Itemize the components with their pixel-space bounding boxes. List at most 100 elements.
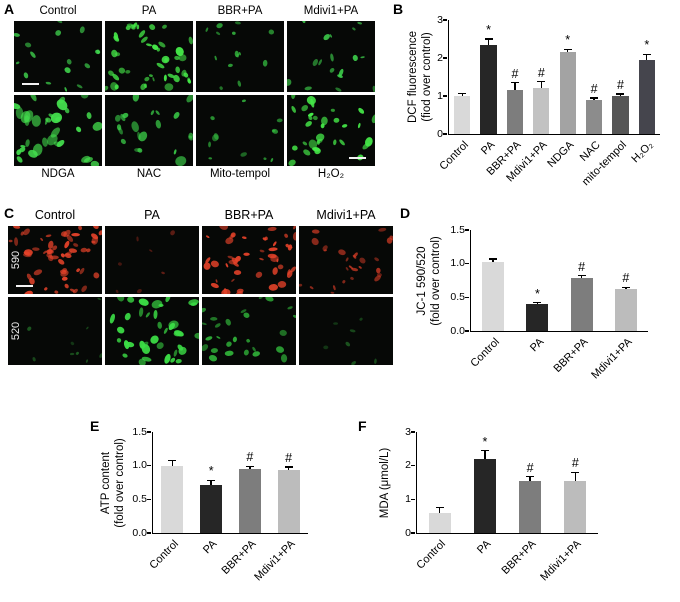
jc1-chart-plot-area: 0.0 0.5 1.0 1.5 * # # — [450, 224, 648, 337]
bar-BBR+PA — [506, 90, 524, 134]
error-bar-cap — [616, 93, 625, 95]
fluorescence-cells — [105, 22, 193, 91]
y-tick-label: 3 — [437, 13, 443, 26]
panel-a-col-label-ndga: NDGA — [41, 168, 75, 180]
y-tick-label: 1 — [437, 89, 443, 102]
error-bar-cap — [284, 466, 293, 468]
panel-c-col-label-mdivi1-pa: Mdivi1+PA — [316, 208, 376, 222]
fluorescence-cells — [27, 297, 102, 363]
mda-chart: MDA (μmol/L) 0 1 2 3 * # # Control PA BBR+PA Mdiv… — [372, 424, 612, 600]
y-axis-label-line: (fold over control) — [114, 438, 126, 528]
dcf-chart-x-axis-labels: Control PA BBR+PA Mdivi1+PA NDGA NAC mito-temp… — [437, 136, 660, 202]
bar-PA — [200, 484, 223, 533]
x-axis-category-label: H₂O₂ — [629, 139, 656, 166]
micrograph-520-pa — [105, 297, 199, 365]
error-bar-cap — [435, 507, 444, 509]
y-tick-label: 1.5 — [132, 425, 147, 438]
significance-marker: # — [616, 78, 624, 93]
y-tick-label: 0 — [405, 526, 411, 539]
atp-chart-x-axis-labels: Control PA BBR+PA Mdivi1+PA — [147, 535, 308, 599]
bar-Mdivi1+PA — [277, 470, 300, 533]
mda-chart-x-axis-labels: Control PA BBR+PA Mdivi1+PA — [414, 535, 598, 599]
micrograph-control — [14, 21, 102, 92]
bar-NDGA — [559, 52, 576, 134]
fluorescence-cells — [14, 21, 101, 92]
x-axis-category-label: BBR+PA — [219, 538, 259, 577]
significance-marker: * — [208, 464, 214, 479]
micrograph-pa — [105, 21, 193, 92]
error-bar-cap — [484, 38, 493, 40]
y-tick-label: 1.0 — [132, 459, 147, 472]
micrograph-mdivi1-pa — [287, 21, 375, 92]
panel-a-col-label-control: Control — [39, 5, 77, 17]
panel-a-image-grid — [14, 21, 375, 166]
fluorescence-cells — [323, 317, 377, 365]
fluorescence-cells — [287, 21, 375, 92]
bar-Mdivi1+PA — [614, 289, 637, 331]
bar-NAC — [585, 99, 603, 134]
bar-BBR+PA — [570, 278, 593, 331]
panel-c-col-label-control: Control — [34, 208, 76, 222]
y-tick-mark — [443, 57, 448, 59]
error-bar-cap — [537, 80, 546, 83]
error-bar — [619, 94, 622, 96]
jc1-chart-x-axis-labels: Control PA BBR+PA Mdivi1+PA — [468, 333, 648, 399]
bar-Control — [428, 512, 451, 533]
error-bar — [625, 287, 627, 290]
error-bar — [492, 258, 494, 263]
x-axis-category-label: Control — [468, 336, 502, 370]
panel-c-letter: C — [4, 205, 15, 221]
error-bar-cap — [577, 275, 586, 277]
fluorescence-cells — [14, 95, 102, 166]
scale-bar — [16, 284, 33, 287]
micrograph-520-bbr-pa — [202, 297, 296, 365]
micrograph-520-mdivi1-pa — [299, 297, 393, 365]
error-bar — [171, 460, 174, 466]
x-axis-category-label: Control — [414, 538, 449, 572]
y-tick-label: 0 — [437, 127, 443, 140]
error-bar-cap — [563, 48, 572, 50]
x-axis-category-label: PA — [475, 538, 494, 557]
error-bar — [249, 466, 251, 470]
y-axis-label-line: (fold over control) — [430, 236, 442, 326]
error-bar-cap — [245, 465, 254, 467]
fluorescence-cells — [115, 95, 193, 166]
x-axis-category-label: BBR+PA — [499, 538, 539, 577]
significance-marker: # — [590, 81, 598, 96]
error-bar-cap — [642, 53, 651, 55]
error-bar — [210, 480, 212, 485]
error-bar — [487, 39, 490, 45]
significance-marker: * — [534, 286, 540, 301]
y-tick-label: 0.5 — [450, 290, 465, 303]
y-tick-mark — [147, 532, 152, 534]
panel-a-col-label-pa: PA — [141, 5, 157, 17]
significance-marker: # — [571, 456, 579, 471]
significance-marker: # — [246, 450, 254, 465]
significance-marker: * — [565, 33, 571, 48]
panel-a-col-label-mdivi1-pa: Mdivi1+PA — [303, 5, 359, 17]
y-tick-mark — [147, 431, 152, 433]
micrograph-bbr-pa — [196, 21, 284, 92]
error-bar-cap — [621, 286, 630, 288]
error-bar — [438, 507, 441, 513]
significance-marker: # — [511, 66, 519, 81]
y-tick-mark — [465, 330, 470, 332]
error-bar-cap — [510, 82, 519, 84]
significance-marker: * — [486, 23, 491, 37]
panel-e-letter: E — [90, 418, 100, 434]
fluorescence-cells — [288, 95, 375, 166]
fluorescence-cells — [203, 226, 296, 294]
dcf-fluorescence-chart: DCF fluorescence (fiod over control) 0 1 2 3… — [404, 8, 676, 203]
mda-chart-plot-area: 0 1 2 3 * # # — [405, 426, 598, 539]
error-bar-cap — [590, 97, 599, 99]
micrograph-590-mdivi1-pa — [299, 226, 393, 294]
y-tick-mark — [465, 296, 470, 298]
error-bar — [646, 54, 648, 60]
panel-d-letter: D — [400, 205, 411, 221]
error-bar-cap — [489, 258, 498, 260]
atp-chart-plot-area: 0.0 0.5 1.0 1.5 * # # — [132, 426, 308, 539]
panel-a-col-label-nac: NAC — [136, 168, 162, 180]
significance-marker: # — [578, 259, 586, 274]
fluorescence-cells — [208, 99, 283, 163]
bar-PA — [480, 44, 497, 134]
